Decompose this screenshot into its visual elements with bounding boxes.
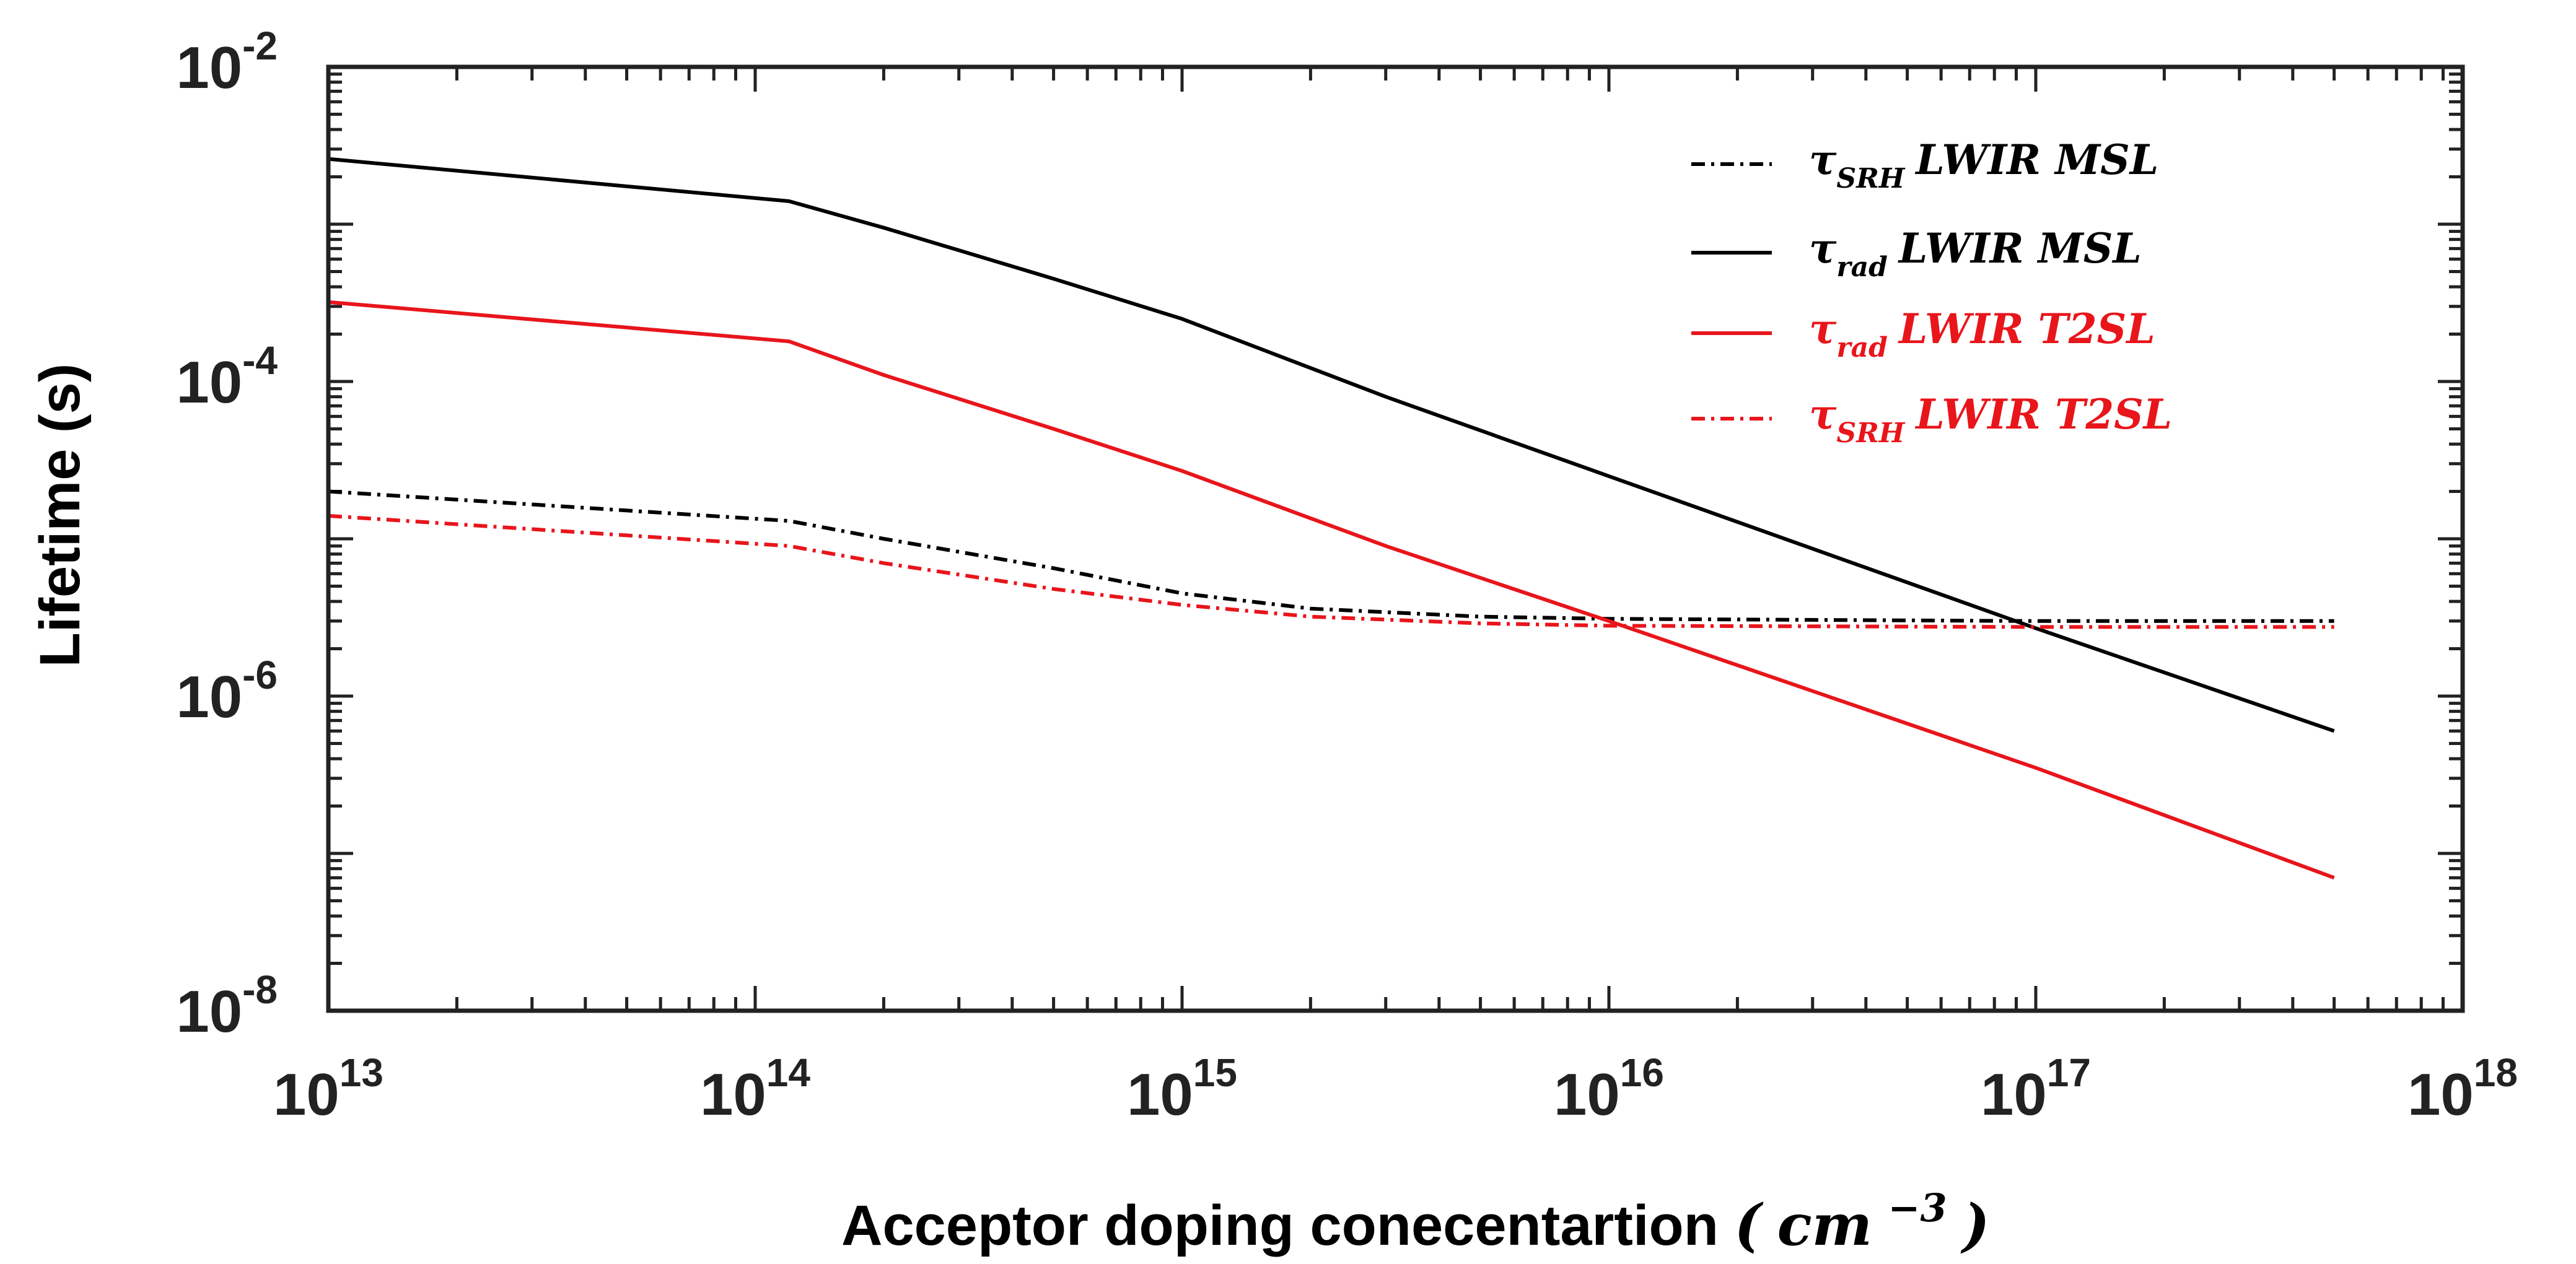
y-tick-label: 10-4 — [176, 338, 278, 416]
series-line-rad-t2sl — [328, 300, 2335, 880]
series-line-srh-msl — [328, 489, 2334, 623]
y-tick-exponent: -6 — [242, 653, 278, 697]
legend-symbol: τ — [1809, 305, 1837, 353]
x-tick-label: 1014 — [700, 1050, 810, 1128]
legend-text: LWIR MSL — [1914, 136, 2158, 184]
series-line-rad-msl — [328, 157, 2335, 733]
y-tick-exponent: -2 — [242, 24, 278, 68]
x-axis-unit-base: cm — [1777, 1192, 1872, 1258]
series-lines — [328, 157, 2335, 880]
x-tick-exponent: 14 — [766, 1050, 811, 1095]
legend-subscript: SRH — [1836, 163, 1905, 194]
y-tick-base: 10 — [176, 35, 242, 101]
x-tick-base: 10 — [1127, 1061, 1193, 1128]
x-tick-base: 10 — [1981, 1061, 2047, 1128]
legend-label-srh-msl: τSRH LWIR MSL — [1809, 136, 2158, 194]
legend-symbol: τ — [1809, 224, 1837, 272]
plot-frame — [326, 64, 2465, 1013]
y-tick-base: 10 — [176, 979, 242, 1045]
legend-text: LWIR T2SL — [1914, 390, 2172, 438]
legend-text: LWIR MSL — [1898, 224, 2142, 272]
y-tick-exponent: -8 — [242, 967, 278, 1012]
x-tick-base: 10 — [2407, 1061, 2474, 1128]
legend-text: LWIR T2SL — [1898, 305, 2155, 353]
y-tick-label: 10-6 — [176, 653, 278, 730]
series-line-srh-t2sl — [328, 513, 2334, 629]
x-tick-label: 1015 — [1127, 1050, 1237, 1128]
x-tick-label: 1018 — [2407, 1050, 2518, 1128]
legend-label-rad-t2sl: τrad LWIR T2SL — [1809, 305, 2155, 364]
x-axis-unit-close: ) — [1960, 1192, 1990, 1258]
y-tick-label: 10-8 — [176, 967, 278, 1045]
x-tick-base: 10 — [1554, 1061, 1620, 1128]
y-tick-exponent: -4 — [242, 338, 278, 383]
y-tick-base: 10 — [176, 664, 242, 730]
legend-subscript: rad — [1836, 332, 1887, 364]
x-tick-base: 10 — [273, 1061, 340, 1128]
x-tick-exponent: 15 — [1193, 1050, 1237, 1095]
legend-label-srh-t2sl: τSRH LWIR T2SL — [1809, 390, 2172, 449]
tick-marks — [326, 67, 2463, 1013]
legend-label-rad-msl: τrad LWIR MSL — [1809, 224, 2142, 283]
legend-subscript: rad — [1836, 251, 1887, 283]
y-axis-title: Lifetime (s) — [28, 364, 92, 668]
legend-subscript: SRH — [1836, 417, 1905, 449]
legend-symbol: τ — [1809, 390, 1837, 438]
x-tick-label: 1013 — [273, 1050, 383, 1128]
y-tick-label: 10-2 — [176, 24, 278, 101]
x-tick-exponent: 13 — [340, 1050, 383, 1095]
x-axis-title-text: Acceptor doping conecentartion — [841, 1194, 1719, 1257]
x-axis-unit-open: ( — [1734, 1192, 1763, 1258]
x-tick-exponent: 17 — [2047, 1050, 2091, 1095]
x-tick-exponent: 18 — [2474, 1050, 2518, 1095]
x-tick-base: 10 — [700, 1061, 766, 1128]
x-axis-title: Acceptor doping conecentartion ( cm −3 ) — [841, 1170, 1990, 1258]
y-tick-base: 10 — [176, 349, 242, 416]
x-tick-label: 1017 — [1981, 1050, 2091, 1128]
x-tick-exponent: 16 — [1620, 1050, 1664, 1095]
x-tick-label: 1016 — [1554, 1050, 1664, 1128]
x-axis-unit-exp: −3 — [1888, 1185, 1947, 1231]
legend-symbol: τ — [1809, 136, 1837, 184]
